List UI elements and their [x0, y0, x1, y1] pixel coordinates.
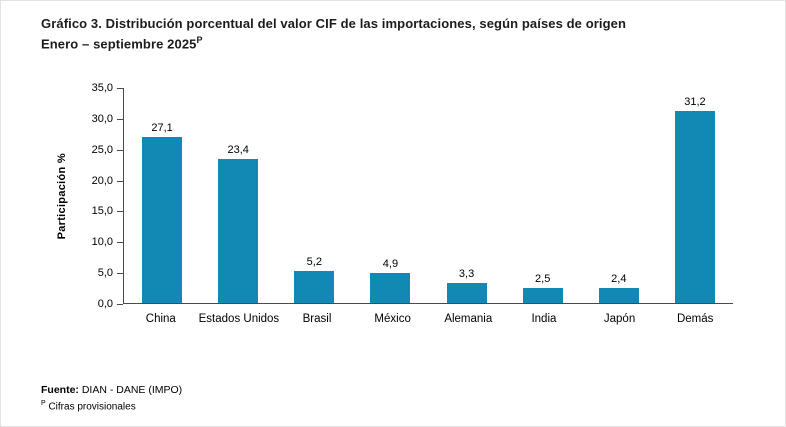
bar-value-label: 4,9 [382, 257, 399, 270]
y-axis-label-box: Participación % [51, 88, 73, 304]
bar-value-label: 27,1 [151, 121, 173, 134]
y-axis-label: Participación % [56, 152, 68, 240]
y-axis-tick-label: 35,0 [91, 82, 124, 95]
bar-value-label: 2,5 [535, 272, 551, 285]
subtitle-superscript: P [196, 34, 203, 45]
bar-value-label: 3,3 [458, 267, 475, 280]
note-line: P Cifras provisionales [41, 400, 182, 412]
bar-alemania [446, 282, 487, 304]
note-text: Cifras provisionales [45, 401, 136, 412]
bar-column: 27,1 [124, 88, 200, 304]
y-axis-tick-label: 15,0 [91, 205, 124, 218]
chart-title: Gráfico 3. Distribución porcentual del v… [41, 15, 765, 34]
y-axis-tick-label: 0,0 [97, 298, 124, 311]
bar-column: 31,2 [657, 88, 733, 304]
source-label: Fuente: [41, 383, 79, 396]
y-axis-tick-label: 20,0 [91, 174, 124, 187]
x-axis-category-label: Demás [676, 313, 714, 326]
y-axis-tick-label: 5,0 [97, 267, 124, 280]
y-axis: 35,0 30,0 25,0 20,0 15,0 10,0 5,0 0,0 [73, 82, 124, 310]
bar-column: 3,3 [429, 88, 505, 304]
footer: Fuente: DIAN - DANE (IMPO) P Cifras prov… [41, 384, 182, 412]
bar-japón [598, 288, 639, 304]
x-axis-category-label: México [374, 313, 411, 326]
chart-title-text: Gráfico 3. Distribución porcentual del v… [41, 16, 627, 31]
y-axis-tick-label: 10,0 [91, 236, 124, 249]
y-axis-tick-label: 25,0 [91, 143, 124, 156]
x-axis-category-label: Alemania [444, 313, 493, 326]
bar-india [522, 287, 563, 304]
bar-value-label: 23,4 [227, 144, 249, 157]
bar-brasil [294, 271, 335, 304]
bar-méxico [370, 272, 411, 304]
x-axis: China Estados Unidos Brasil México Alemania I… [123, 313, 733, 325]
bar-column: 2,5 [505, 88, 581, 304]
bar-column: 23,4 [200, 88, 276, 304]
source-line: Fuente: DIAN - DANE (IMPO) [41, 384, 182, 396]
bar-value-label: 31,2 [684, 96, 706, 109]
bar-demás [674, 111, 715, 304]
chart-subtitle-text: Enero – septiembre 2025 [41, 36, 197, 52]
bar-value-label: 2,4 [611, 273, 627, 286]
bar-value-label: 5,2 [306, 256, 322, 269]
source-text: DIAN - DANE (IMPO) [78, 383, 183, 396]
plot-block: 27,1 23,4 5,2 4,9 3,3 2,5 2,4 31,2 China Estados… [123, 88, 733, 325]
note-superscript: P [41, 399, 46, 407]
bar-column: 5,2 [276, 88, 352, 304]
x-axis-category-label: Estados Unidos [198, 313, 280, 326]
x-axis-category-label: Japón [603, 313, 636, 326]
y-axis-tick-label: 30,0 [91, 112, 124, 125]
title-block: Gráfico 3. Distribución porcentual del v… [41, 15, 765, 54]
x-axis-category-label: India [531, 313, 557, 326]
bar-estados-unidos [218, 159, 259, 304]
plot-area: 27,1 23,4 5,2 4,9 3,3 2,5 2,4 31,2 [123, 88, 733, 305]
x-axis-category-label: Brasil [302, 313, 332, 326]
bar-china [142, 136, 183, 304]
chart-subtitle: Enero – septiembre 2025P [41, 34, 765, 54]
bar-column: 2,4 [581, 88, 657, 304]
bar-column: 4,9 [352, 88, 428, 304]
bars-layer: 27,1 23,4 5,2 4,9 3,3 2,5 2,4 31,2 [124, 88, 733, 304]
x-axis-category-label: China [145, 313, 176, 326]
chart-area: Participación % 35,0 30,0 25,0 20,0 15,0 10,0… [51, 82, 785, 325]
